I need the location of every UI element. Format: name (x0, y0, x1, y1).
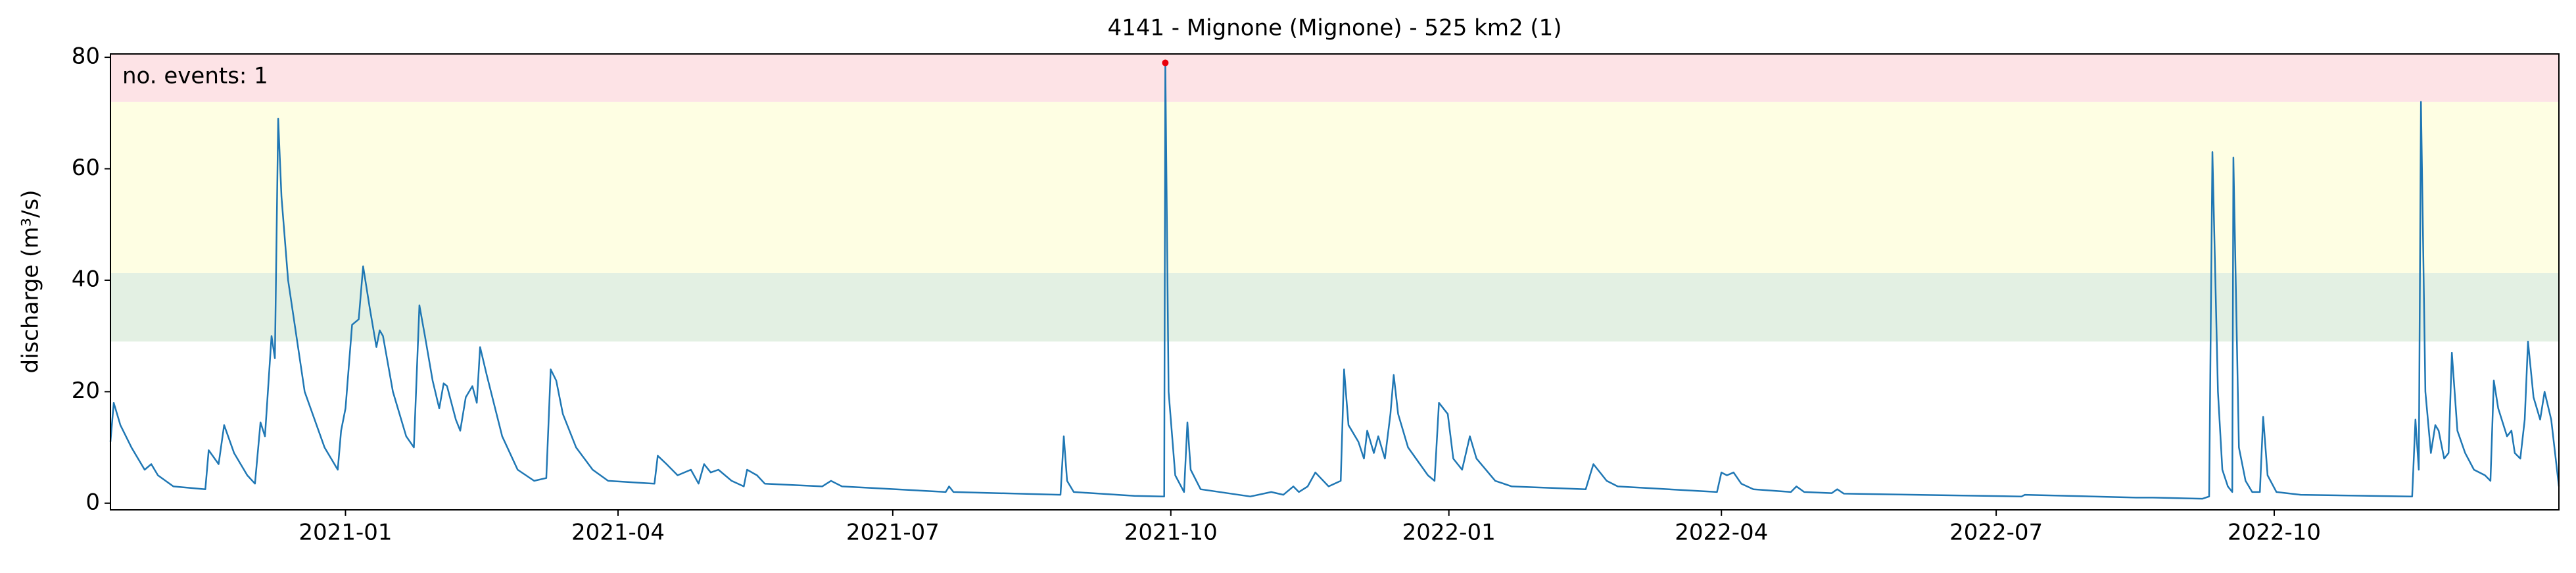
y-tick-label: 60 (72, 155, 100, 181)
threshold-band (110, 101, 2559, 273)
x-tick-label: 2021-01 (298, 520, 392, 546)
threshold-bands (110, 54, 2559, 342)
x-tick-label: 2021-07 (846, 520, 940, 546)
y-axis-label: discharge (m³/s) (18, 190, 44, 374)
threshold-band (110, 54, 2559, 102)
event-marker (1162, 59, 1169, 66)
x-tick-label: 2021-04 (571, 520, 665, 546)
discharge-line (109, 62, 2560, 500)
threshold-band (110, 272, 2559, 342)
axes-frame (110, 53, 2560, 511)
y-tick-label: 40 (72, 266, 100, 292)
chart-title: 4141 - Mignone (Mignone) - 525 km2 (1) (1107, 15, 1562, 41)
events-annotation: no. events: 1 (122, 63, 268, 89)
x-tick-label: 2021-10 (1124, 520, 1218, 546)
x-tick-label: 2022-01 (1402, 520, 1496, 546)
x-tick-label: 2022-07 (1949, 520, 2043, 546)
x-tick-label: 2022-10 (2228, 520, 2321, 546)
y-tick-label: 0 (85, 489, 100, 515)
y-tick-label: 20 (72, 378, 100, 404)
y-tick-label: 80 (72, 43, 100, 70)
x-tick-label: 2022-04 (1675, 520, 1768, 546)
